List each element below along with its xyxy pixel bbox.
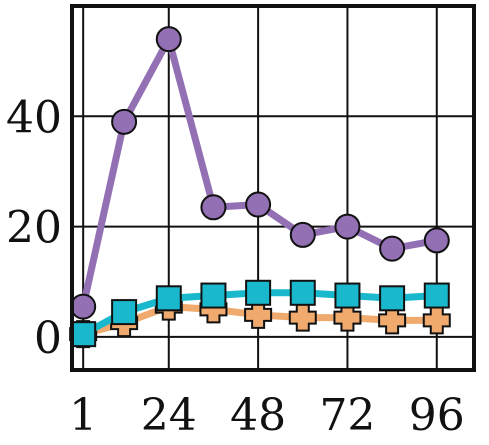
data-point — [378, 306, 407, 335]
data-point — [245, 279, 272, 306]
plot-frame — [70, 4, 476, 372]
data-point — [155, 26, 182, 53]
x-tick-label: 24 — [141, 390, 197, 441]
tick-labels: 1 24 48 72 96 0 20 40 — [6, 92, 465, 441]
data-point — [422, 306, 451, 335]
data-point — [155, 285, 182, 312]
y-tick-label: 20 — [6, 203, 62, 254]
y-tick-label: 40 — [6, 92, 62, 143]
data-point — [245, 191, 272, 218]
data-point — [288, 303, 317, 332]
grid — [72, 6, 474, 370]
data-point — [244, 300, 273, 329]
x-tick-label: 48 — [230, 390, 286, 441]
data-point — [423, 227, 450, 254]
y-tick-label: 0 — [34, 313, 62, 364]
data-point — [289, 279, 316, 306]
x-tick-label: 1 — [69, 390, 97, 441]
series-layer — [69, 26, 451, 349]
data-point — [111, 299, 138, 326]
data-point — [334, 282, 361, 309]
data-point — [379, 235, 406, 262]
x-tick-label: 96 — [409, 390, 465, 441]
series-square — [70, 279, 450, 348]
data-point — [70, 293, 97, 320]
data-point — [333, 303, 362, 332]
data-point — [423, 282, 450, 309]
data-point — [379, 285, 406, 312]
data-point — [111, 108, 138, 135]
data-point — [334, 213, 361, 240]
series-circle — [70, 26, 450, 320]
data-point — [200, 282, 227, 309]
data-point — [70, 321, 97, 348]
data-point — [200, 194, 227, 221]
data-point — [289, 221, 316, 248]
x-tick-label: 72 — [319, 390, 375, 441]
